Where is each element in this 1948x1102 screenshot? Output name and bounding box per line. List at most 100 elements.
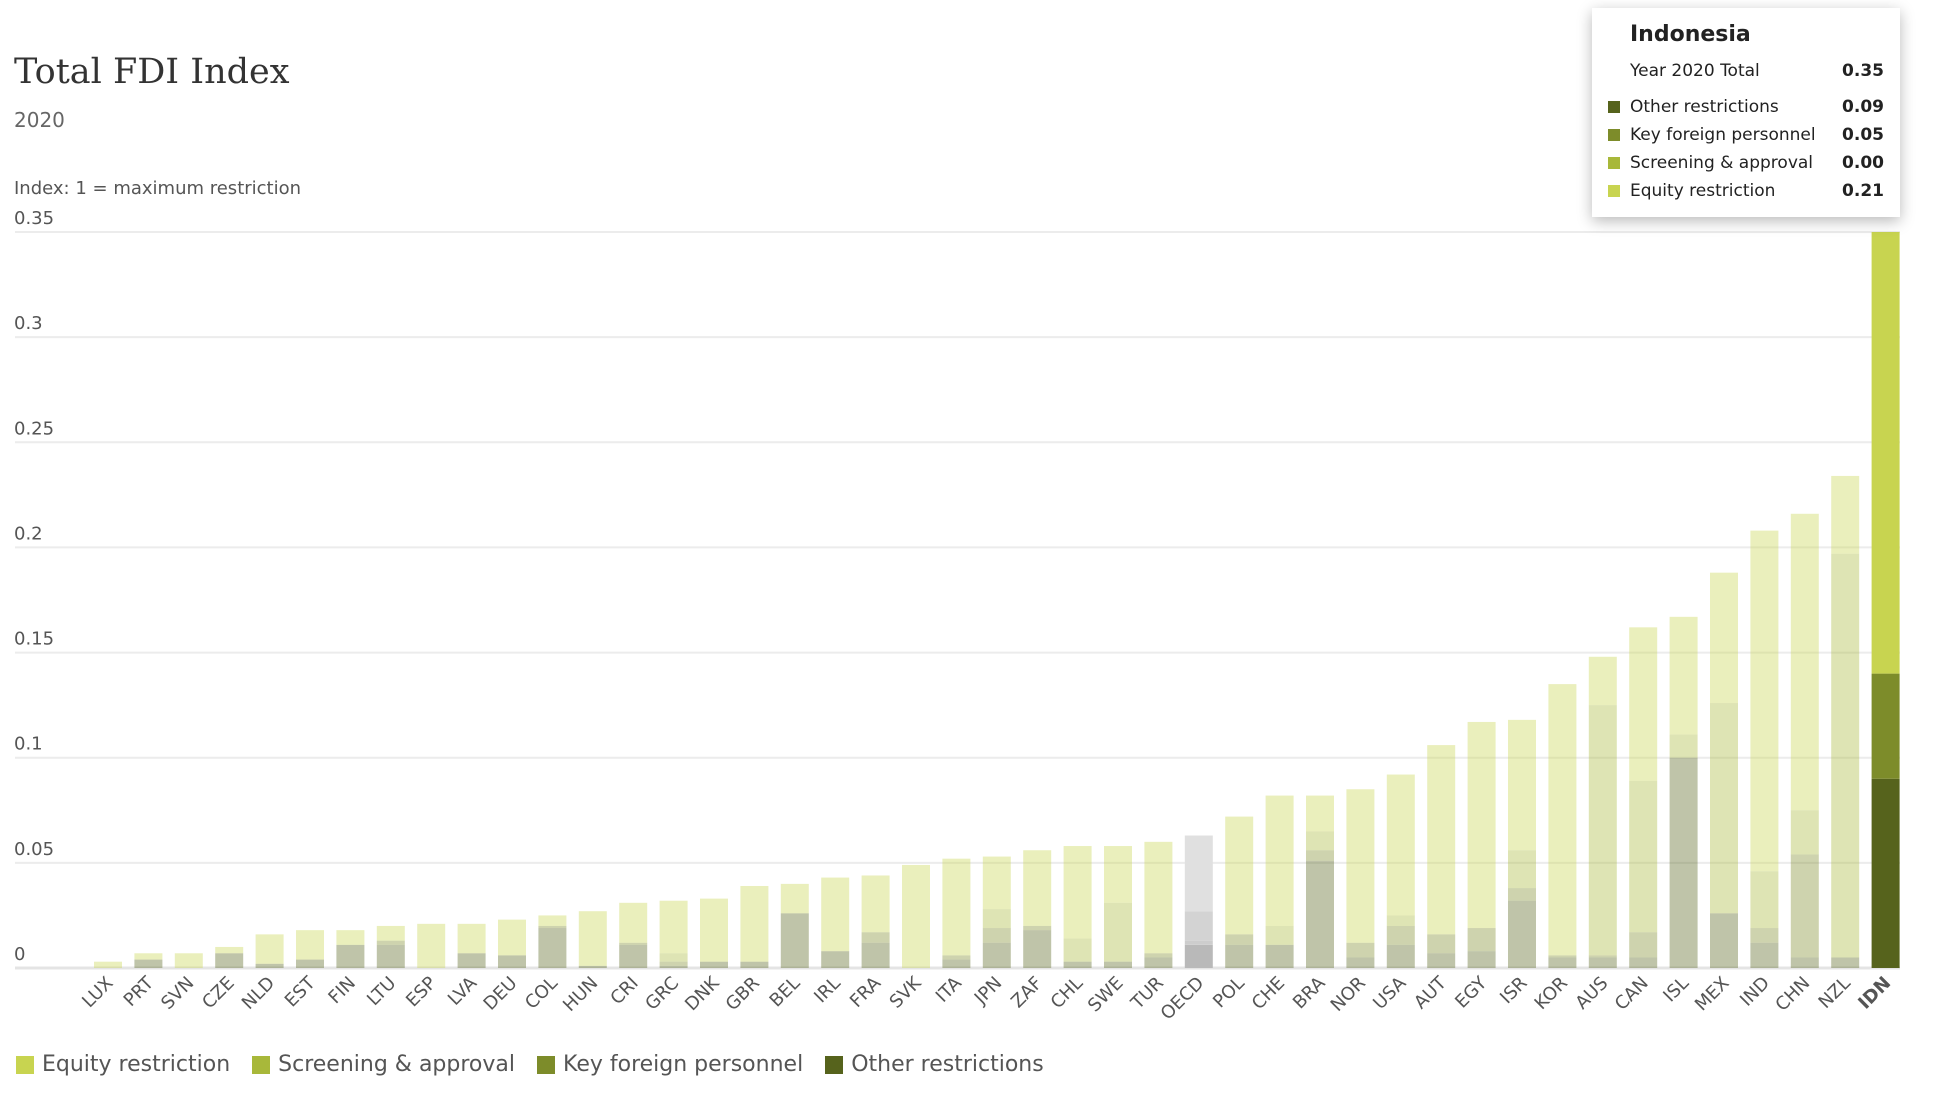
bar-segment (578, 911, 607, 966)
y-tick-label: 0.25 (14, 418, 54, 439)
bar-segment (1588, 705, 1617, 956)
bar-swe[interactable] (1104, 846, 1132, 968)
bar-segment (134, 953, 163, 960)
bar-nor[interactable] (1346, 789, 1375, 968)
bar-aut[interactable] (1427, 745, 1456, 968)
bar-segment (1831, 475, 1860, 554)
bar-segment (1710, 913, 1738, 968)
bar-segment (1790, 854, 1819, 958)
tooltip-total-label: Year 2020 Total (1630, 61, 1760, 81)
bar-gbr[interactable] (740, 885, 769, 968)
bar-segment (1629, 627, 1658, 781)
bar-irl[interactable] (821, 877, 850, 968)
bar-che[interactable] (1265, 795, 1294, 968)
bar-pol[interactable] (1225, 816, 1254, 968)
bar-segment (1629, 932, 1658, 958)
tooltip-row-label: Other restrictions (1630, 97, 1779, 117)
legend-item-equity[interactable]: Equity restriction (16, 1052, 230, 1077)
tooltip-row: Screening & approval 0.00 (1608, 149, 1884, 177)
bar-svk[interactable] (902, 864, 930, 968)
legend-item-other[interactable]: Other restrictions (825, 1052, 1044, 1077)
bar-segment (740, 961, 769, 968)
bar-segment (336, 944, 365, 968)
bar-lux[interactable] (94, 961, 122, 968)
bar-nld[interactable] (255, 934, 284, 968)
bar-segment (1386, 925, 1415, 945)
bar-bra[interactable] (1306, 795, 1334, 968)
bar-usa[interactable] (1386, 774, 1415, 968)
x-tick-label: DEU (480, 973, 522, 1015)
bar-zaf[interactable] (1023, 850, 1052, 968)
x-tick-label: NZL (1815, 973, 1855, 1013)
bar-segment (942, 955, 971, 960)
bar-segment (1750, 942, 1779, 968)
bar-svn[interactable] (174, 953, 203, 968)
bar-segment (498, 955, 526, 968)
bar-segment (336, 930, 365, 945)
bar-chn[interactable] (1790, 513, 1819, 968)
x-tick-label: IDN (1854, 973, 1895, 1014)
bar-can[interactable] (1629, 627, 1658, 968)
bar-egy[interactable] (1467, 721, 1496, 968)
bar-hun[interactable] (578, 911, 607, 968)
bar-ind[interactable] (1750, 530, 1779, 968)
bar-segment (1265, 925, 1294, 945)
bar-bel[interactable] (780, 883, 809, 968)
bar-prt[interactable] (134, 953, 163, 968)
bar-segment (1508, 888, 1536, 901)
bar-col[interactable] (538, 915, 567, 968)
bar-mex[interactable] (1710, 572, 1738, 968)
bar-chl[interactable] (1063, 846, 1092, 968)
legend-item-personnel[interactable]: Key foreign personnel (536, 1052, 803, 1077)
x-tick-label: OECD (1157, 973, 1209, 1025)
legend-label: Equity restriction (42, 1052, 231, 1077)
bar-segment (659, 953, 688, 962)
legend-item-screening[interactable]: Screening & approval (252, 1052, 515, 1077)
bar-segment (1184, 911, 1213, 941)
x-tick-label: LTU (363, 973, 400, 1010)
bar-cze[interactable] (215, 946, 244, 968)
legend-swatch (825, 1055, 844, 1074)
bar-segment (376, 925, 405, 941)
bar-segment (902, 864, 930, 968)
x-tick-label: ISL (1659, 973, 1693, 1007)
bar-idn[interactable] (1871, 232, 1900, 968)
bar-nzl[interactable] (1831, 475, 1860, 968)
bar-oecd[interactable] (1184, 835, 1213, 968)
x-tick-label: IND (1736, 973, 1774, 1011)
bar-segment (1548, 957, 1577, 968)
bar-jpn[interactable] (982, 856, 1011, 968)
bar-segment (780, 913, 809, 968)
bar-segment (1386, 915, 1415, 926)
bar-segment (1346, 957, 1375, 968)
bar-isl[interactable] (1669, 616, 1698, 968)
bar-segment (1306, 860, 1334, 968)
x-tick-label: LVA (444, 972, 482, 1010)
bar-esp[interactable] (417, 923, 446, 968)
bar-segment (255, 963, 284, 968)
bar-grc[interactable] (659, 900, 688, 968)
bar-segment (1831, 957, 1860, 968)
bar-dnk[interactable] (700, 898, 728, 968)
bar-segment (1023, 925, 1052, 931)
bar-fra[interactable] (861, 875, 890, 968)
bar-aus[interactable] (1588, 656, 1617, 968)
bar-cri[interactable] (619, 902, 648, 968)
bar-fin[interactable] (336, 930, 365, 968)
legend: Equity restriction Screening & approval … (16, 1052, 1044, 1077)
bar-tur[interactable] (1144, 841, 1173, 968)
bar-segment (498, 919, 526, 956)
bar-ita[interactable] (942, 858, 971, 968)
bar-segment (1548, 955, 1577, 958)
bar-ltu[interactable] (376, 925, 405, 968)
bar-est[interactable] (296, 930, 324, 968)
tooltip-row-value: 0.21 (1842, 181, 1884, 201)
bar-deu[interactable] (498, 919, 526, 968)
bar-kor[interactable] (1548, 684, 1577, 968)
x-tick-label: BEL (766, 973, 805, 1012)
bar-isr[interactable] (1508, 719, 1536, 968)
bar-segment (1669, 757, 1698, 968)
bar-lva[interactable] (457, 923, 486, 968)
bar-segment (94, 961, 122, 968)
bar-segment (1750, 871, 1779, 929)
